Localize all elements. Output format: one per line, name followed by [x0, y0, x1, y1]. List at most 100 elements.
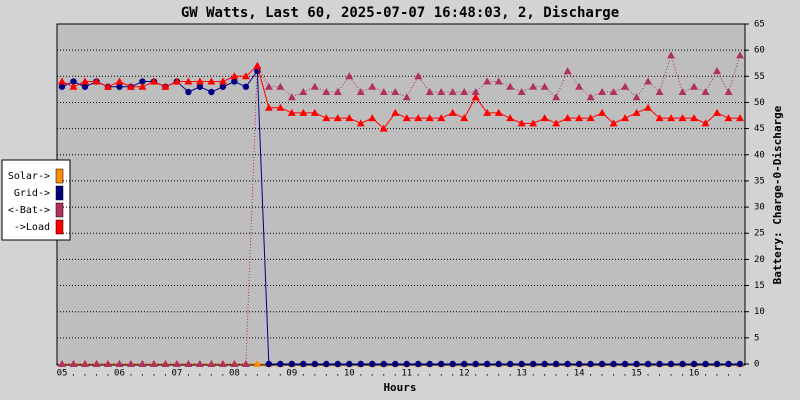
point: [69, 360, 78, 367]
point: [472, 360, 479, 368]
point: [633, 360, 640, 368]
point: [644, 103, 653, 111]
point: [725, 360, 732, 368]
x-tick-label: 06: [114, 369, 125, 379]
point: [495, 360, 502, 368]
point: [185, 88, 192, 96]
point: [702, 360, 709, 368]
x-tick-label: .: [209, 369, 214, 379]
point: [311, 360, 319, 368]
x-axis-label: Hours: [383, 381, 416, 394]
point: [253, 360, 262, 367]
point: [115, 77, 124, 85]
x-tick-label: 10: [344, 369, 355, 379]
x-tick-label: .: [94, 369, 99, 379]
point: [644, 77, 653, 85]
point: [448, 88, 457, 95]
point: [609, 88, 618, 95]
point: [563, 67, 572, 75]
point: [471, 88, 480, 95]
point: [437, 88, 446, 95]
legend-label: <-Bat->: [8, 205, 50, 216]
point: [632, 108, 641, 116]
x-tick-label: .: [611, 369, 616, 379]
plot-area: [56, 23, 746, 366]
point: [323, 360, 330, 368]
y-tick-label: 0: [754, 360, 759, 370]
x-tick-label: .: [163, 369, 168, 379]
point: [403, 360, 410, 368]
x-tick-label: .: [358, 369, 363, 379]
x-tick-label: .: [186, 369, 191, 379]
x-tick-label: .: [427, 369, 432, 379]
x-tick-label: .: [243, 369, 248, 379]
x-tick-label: .: [450, 369, 455, 379]
point: [506, 82, 515, 90]
point: [126, 82, 135, 90]
x-tick-label: .: [128, 369, 133, 379]
x-tick-label: .: [151, 369, 156, 379]
x-tick-label: .: [484, 369, 489, 379]
point: [218, 77, 227, 85]
x-tick-label: .: [71, 369, 76, 379]
x-tick-label: 11: [401, 369, 412, 379]
point: [242, 83, 250, 90]
point: [161, 360, 170, 367]
point: [379, 88, 388, 95]
point: [357, 360, 364, 368]
point: [356, 88, 365, 95]
x-tick-label: .: [312, 369, 317, 379]
point: [58, 77, 66, 85]
point: [415, 360, 422, 368]
x-tick-label: .: [255, 369, 260, 379]
x-tick-label: .: [622, 369, 627, 379]
point: [80, 77, 89, 85]
x-tick-label: .: [105, 369, 110, 379]
point: [391, 108, 400, 116]
x-tick-label: .: [645, 369, 650, 379]
point: [494, 108, 503, 116]
point: [184, 77, 193, 85]
x-tick-label: 09: [286, 369, 297, 379]
point: [241, 72, 250, 80]
point: [277, 360, 284, 368]
point: [379, 124, 388, 132]
point: [230, 360, 239, 367]
point: [380, 360, 387, 368]
x-tick-label: 13: [516, 369, 527, 379]
x-tick-label: .: [473, 369, 478, 379]
point: [92, 360, 101, 367]
point: [518, 360, 525, 368]
point: [529, 360, 537, 368]
y-tick-label: 35: [754, 176, 765, 186]
point: [506, 114, 515, 122]
point: [461, 360, 468, 368]
x-tick-label: 07: [171, 369, 182, 379]
point: [713, 360, 721, 368]
point: [346, 360, 353, 368]
y-tick-label: 55: [754, 72, 765, 82]
point: [586, 114, 595, 122]
point: [586, 93, 595, 101]
point: [678, 114, 687, 122]
point: [678, 88, 687, 95]
point: [288, 360, 296, 368]
point: [414, 114, 423, 122]
point: [184, 360, 193, 367]
point: [92, 77, 101, 85]
x-tick-label: 12: [459, 369, 470, 379]
x-tick-label: 16: [689, 369, 700, 379]
point: [264, 103, 273, 111]
point: [690, 114, 699, 122]
y-tick-label: 25: [754, 229, 765, 239]
point: [483, 360, 491, 368]
point: [426, 360, 433, 368]
point: [598, 360, 606, 368]
legend-label: Solar->: [8, 171, 50, 182]
point: [207, 360, 216, 367]
point: [149, 360, 158, 367]
x-tick-label: .: [714, 369, 719, 379]
point: [172, 77, 181, 85]
point: [587, 360, 594, 368]
x-tick-label: .: [416, 369, 421, 379]
